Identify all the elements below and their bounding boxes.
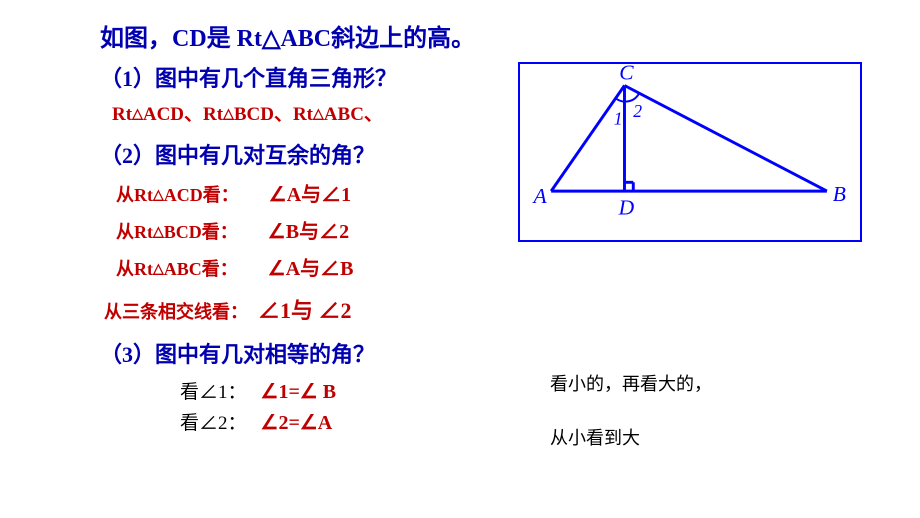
svg-text:A: A [532,184,548,208]
note-line-2: 从小看到大 [550,424,712,450]
q2-row1-label: 从Rt△ACD看： [116,181,239,207]
triangle-figure: A B C D 12 [518,62,862,242]
q2-row4-val: ∠1与 ∠2 [258,293,352,325]
note-line-1: 看小的，再看大的， [550,370,712,396]
q2-row4-label: 从三条相交线看： [104,298,248,324]
q3-row1-val: ∠1=∠ B [261,379,337,404]
tri-icon: △ [132,107,143,122]
title-rt: 是 Rt [207,26,262,52]
q2r2-ls: BCD看： [164,222,238,242]
title-prefix: 如图， [100,26,172,52]
hint-notes: 看小的，再看大的， 从小看到大 [550,370,712,478]
q3-row2-val: ∠2=∠A [261,410,333,435]
svg-text:1: 1 [614,109,623,129]
q3-row2-label: 看∠2： [180,408,247,435]
q2r1-ls: ACD看： [164,185,239,205]
q2r3-ls: ABC看： [164,259,238,279]
q2-row2-val: ∠B与∠2 [268,215,349,244]
a1-p1: Rt [112,104,132,125]
q2-row2-label: 从Rt△BCD看： [116,218,238,244]
svg-text:C: C [619,64,634,85]
title-suffix: 斜边上的高。 [331,26,475,52]
question-2: （2）图中有几对互余的角？ [100,138,520,170]
q2r3-lp: 从Rt [116,259,153,279]
q2-row3-label: 从Rt△ABC看： [116,255,238,281]
a1-a1: ACD、Rt [143,104,223,125]
tri-icon: △ [223,107,234,122]
svg-text:B: B [833,182,846,206]
q3-row1-label: 看∠1： [180,377,247,404]
svg-text:2: 2 [633,101,642,121]
a1-a2: BCD、Rt [234,104,313,125]
tri-icon: △ [153,188,164,203]
q2r2-lp: 从Rt [116,222,153,242]
tri-icon: △ [153,262,164,277]
q2-row1-val: ∠A与∠1 [269,178,351,207]
q2-row3-val: ∠A与∠B [268,252,354,281]
triangle-glyph: △ [262,26,280,52]
answer-1: Rt△ACD、Rt△BCD、Rt△ABC、 [112,99,520,126]
a1-a3: ABC、 [324,104,383,125]
title-abc: ABC [280,26,331,52]
tri-icon: △ [313,107,324,122]
question-3: （3）图中有几对相等的角？ [100,337,520,369]
tri-icon: △ [153,225,164,240]
title-cd: CD [172,26,207,52]
question-1: （1）图中有几个直角三角形？ [100,61,520,93]
svg-text:D: D [618,196,635,220]
q2r1-lp: 从Rt [116,185,153,205]
problem-title: 如图，CD是 Rt△ABC斜边上的高。 [100,18,520,53]
triangle-svg: A B C D 12 [520,64,860,240]
